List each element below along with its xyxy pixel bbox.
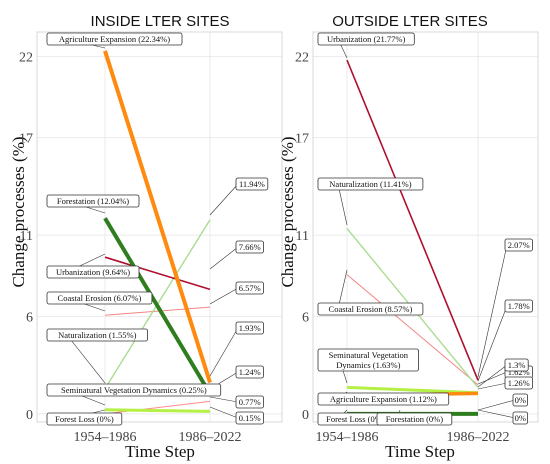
label-text: 1.93% — [239, 323, 261, 333]
start-label: Seminatural Vegetation Dynamics (0.25%) — [47, 384, 221, 396]
label-text: 2.07% — [508, 240, 530, 250]
end-label: 1.24% — [236, 366, 264, 378]
label-text: Urbanization (21.77%) — [327, 34, 406, 44]
y-tick-label: 11 — [20, 229, 33, 244]
label-text: Seminatural Vegetation — [329, 350, 409, 360]
start-label: Naturalization (1.55%) — [47, 329, 148, 341]
start-label: Urbanization (9.64%) — [47, 266, 139, 278]
start-label: Coastal Erosion (6.07%) — [47, 292, 152, 304]
panel-title: INSIDE LTER SITES — [91, 13, 230, 30]
y-tick-label: 22 — [295, 50, 309, 65]
y-tick-label: 11 — [296, 229, 309, 244]
label-text: Forestation (12.04%) — [57, 196, 129, 206]
y-tick-label: 6 — [26, 310, 33, 325]
label-text: Agriculture Expansion (22.34%) — [59, 34, 170, 44]
label-text: Dynamics (1.63%) — [336, 360, 400, 370]
label-text: 6.57% — [239, 283, 261, 293]
x-axis-title: Time Step — [385, 442, 455, 461]
panel-inside-lter: INSIDE LTER SITES Change processes (%) T… — [9, 13, 282, 461]
y-tick-label: 22 — [19, 50, 33, 65]
start-label: Forest Loss (0%) — [47, 413, 122, 425]
end-label: 0.77% — [236, 396, 264, 408]
end-label: 1.3% — [505, 359, 528, 371]
end-label: 11.94% — [236, 178, 268, 190]
end-label: 0.15% — [236, 412, 264, 424]
label-text: Forest Loss (0%) — [326, 414, 385, 424]
end-label: 1.26% — [505, 377, 533, 389]
label-text: Agriculture Expansion (1.12%) — [330, 394, 437, 404]
panel-title: OUTSIDE LTER SITES — [332, 13, 488, 30]
y-axis-title: Change processes (%) — [278, 136, 297, 287]
label-text: 0% — [515, 395, 526, 405]
label-text: 1.78% — [508, 301, 530, 311]
label-text: 1.3% — [508, 360, 526, 370]
end-label: 6.57% — [236, 282, 264, 294]
label-text: Naturalization (11.41%) — [329, 179, 411, 189]
label-text: Coastal Erosion (8.57%) — [329, 304, 413, 314]
end-label: 1.78% — [505, 300, 533, 312]
y-tick-label: 0 — [302, 408, 309, 423]
y-tick-label: 6 — [302, 310, 309, 325]
start-label: Urbanization (21.77%) — [318, 33, 414, 45]
label-text: 7.66% — [239, 242, 261, 252]
end-label: 1.93% — [236, 322, 264, 334]
label-text: Coastal Erosion (6.07%) — [58, 293, 142, 303]
panel-outside-lter: OUTSIDE LTER SITES Change processes (%) … — [278, 13, 538, 461]
start-label: Agriculture Expansion (22.34%) — [47, 33, 182, 45]
start-label: Coastal Erosion (8.57%) — [318, 303, 423, 315]
y-tick-label: 17 — [19, 132, 33, 147]
end-label: 7.66% — [236, 241, 264, 253]
label-text: Seminatural Vegetation Dynamics (0.25%) — [61, 385, 207, 395]
label-text: 1.24% — [239, 367, 261, 377]
label-text: Naturalization (1.55%) — [58, 330, 137, 340]
x-tick-label: 1986–2022 — [179, 430, 242, 445]
y-tick-label: 17 — [295, 132, 309, 147]
end-label: 2.07% — [505, 239, 533, 251]
series-line-seminatural-vegetation-dynamics — [105, 410, 210, 412]
x-tick-label: 1954–1986 — [74, 430, 137, 445]
x-tick-label: 1986–2022 — [447, 430, 510, 445]
label-text: Forest Loss (0%) — [55, 414, 114, 424]
start-label: Forestation (12.04%) — [47, 195, 139, 207]
end-label: 0% — [513, 412, 528, 424]
start-label: Naturalization (11.41%) — [318, 178, 423, 190]
label-text: 0% — [515, 413, 526, 423]
label-text: 0.15% — [239, 413, 261, 423]
label-text: 11.94% — [239, 179, 265, 189]
label-text: 1.26% — [508, 378, 530, 388]
label-text: 0.77% — [239, 397, 261, 407]
y-axis-title: Change processes (%) — [9, 136, 28, 287]
start-label: Agriculture Expansion (1.12%) — [318, 393, 449, 405]
end-label: 0% — [513, 394, 528, 406]
label-text: Urbanization (9.64%) — [56, 267, 130, 277]
x-tick-label: 1954–1986 — [316, 430, 379, 445]
label-text: Forestation (0%) — [386, 414, 444, 424]
start-label: Forestation (0%) — [377, 413, 452, 425]
y-tick-label: 0 — [26, 408, 33, 423]
